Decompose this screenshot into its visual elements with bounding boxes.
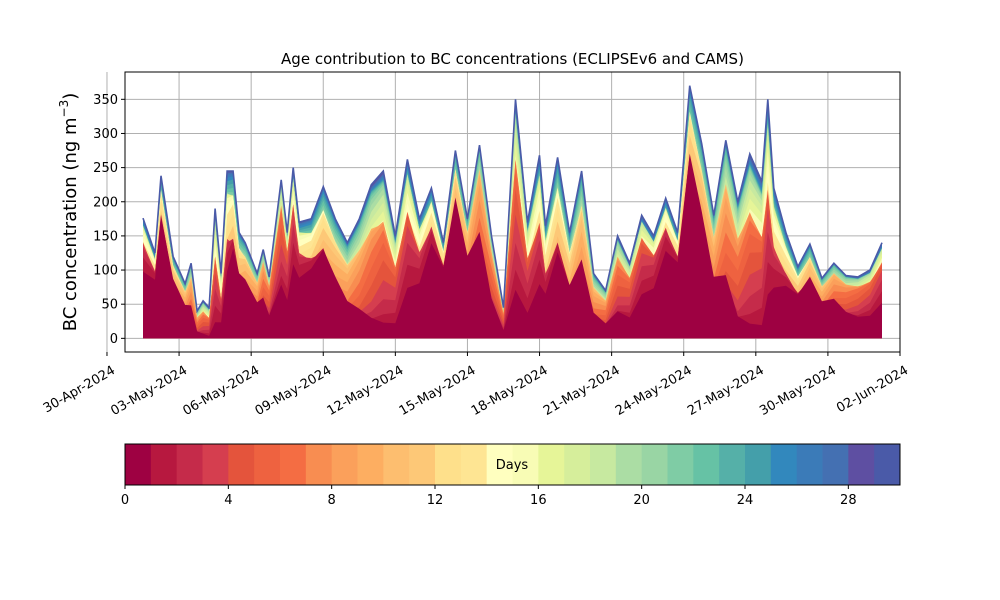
plot-frame xyxy=(124,71,901,353)
chart-title: Age contribution to BC concentrations (E… xyxy=(281,50,744,68)
y-axis-label: BC concentration (ng m−3) xyxy=(57,93,81,332)
y-tick-label: 200 xyxy=(93,195,118,210)
colorbar-swatch-day-4 xyxy=(228,444,255,485)
colorbar-swatch-day-15 xyxy=(512,444,539,485)
colorbar-swatch-day-29 xyxy=(874,444,901,485)
colorbar-swatch-day-0 xyxy=(125,444,152,485)
colorbar-swatch-day-7 xyxy=(305,444,333,485)
colorbar-swatch-day-11 xyxy=(409,444,436,485)
total-concentration-line xyxy=(142,85,883,314)
colorbar-swatch-day-3 xyxy=(202,444,229,485)
colorbar-swatch-day-13 xyxy=(460,444,488,485)
colorbar-tick-label: 16 xyxy=(530,493,547,508)
y-tick-label: 350 xyxy=(93,93,118,108)
y-tick-label: 0 xyxy=(110,332,118,347)
colorbar-swatch-day-25 xyxy=(770,444,798,485)
colorbar-swatch-day-5 xyxy=(254,444,281,485)
y-axis-label-main: BC concentration (ng m xyxy=(60,117,81,331)
colorbar-swatch-day-23 xyxy=(719,444,746,485)
y-tick-label: 100 xyxy=(93,264,118,279)
colorbar-swatch-day-16 xyxy=(538,444,565,485)
y-tick-label: 50 xyxy=(101,298,118,313)
y-axis-label-superscript: −3 xyxy=(57,100,71,118)
colorbar-swatch-day-1 xyxy=(150,444,178,485)
colorbar-swatch-day-9 xyxy=(357,444,384,485)
y-tick-label: 150 xyxy=(93,229,118,244)
y-axis: 0 50 100 150 200 250 300 350 xyxy=(93,93,125,347)
age-bands xyxy=(142,85,883,339)
y-axis-label-close: ) xyxy=(60,93,81,100)
colorbar-swatch-day-17 xyxy=(564,444,591,485)
y-tick-label: 250 xyxy=(93,161,118,176)
colorbar-swatch-day-8 xyxy=(331,444,358,485)
colorbar-swatch-day-6 xyxy=(280,444,307,485)
colorbar-tick-label: 28 xyxy=(840,493,857,508)
colorbar-frame xyxy=(124,443,901,486)
age-band-day-0 xyxy=(143,153,882,339)
colorbar-tick-label: 20 xyxy=(633,493,650,508)
colorbar-tick-label: 24 xyxy=(737,493,754,508)
colorbar-swatch-day-12 xyxy=(435,444,462,485)
colorbar-swatch-day-21 xyxy=(667,444,694,485)
colorbar-swatch-day-20 xyxy=(641,444,668,485)
colorbar-swatch-day-24 xyxy=(745,444,772,485)
colorbar-tick-label: 0 xyxy=(121,493,129,508)
colorbar-swatch-day-2 xyxy=(176,444,203,485)
colorbar-tick-label: 4 xyxy=(224,493,232,508)
colorbar-tick-label: 12 xyxy=(427,493,444,508)
colorbar-swatch-day-10 xyxy=(383,444,410,485)
colorbar-swatch-day-22 xyxy=(693,444,720,485)
colorbar-label: Days xyxy=(496,458,529,473)
colorbar-swatch-day-18 xyxy=(590,444,617,485)
colorbar-swatch-day-26 xyxy=(796,444,823,485)
colorbar-swatch-day-14 xyxy=(486,444,513,485)
colorbar-swatch-day-27 xyxy=(822,444,849,485)
y-tick-label: 300 xyxy=(93,127,118,142)
colorbar-ticks: 0 4 8 12 16 20 24 28 xyxy=(121,485,857,508)
colorbar-tick-label: 8 xyxy=(328,493,336,508)
colorbar-swatch-day-28 xyxy=(848,444,875,485)
colorbar-swatch-day-19 xyxy=(615,444,643,485)
colorbar-swatches xyxy=(125,444,901,485)
colorbar: Days 0 4 8 12 16 20 24 28 xyxy=(121,443,901,508)
